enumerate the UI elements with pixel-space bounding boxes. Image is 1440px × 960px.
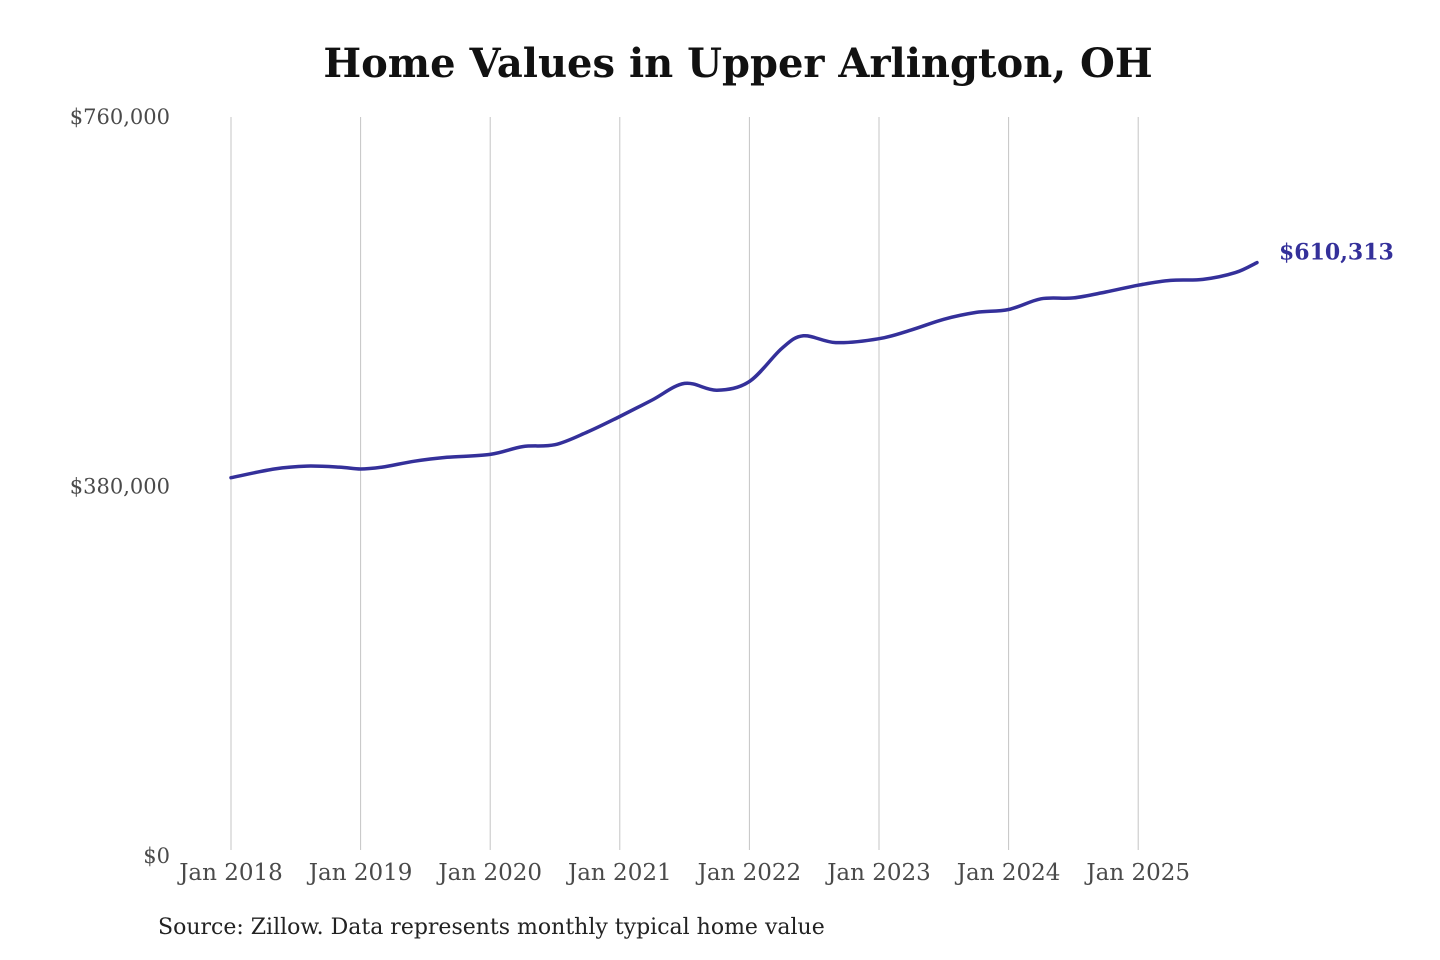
x-axis-ticks: Jan 2018 Jan 2019 Jan 2020 Jan 2021 Jan 2022… (177, 860, 1190, 886)
chart-title: Home Values in Upper Arlington, OH (323, 40, 1153, 87)
x-tick-label: Jan 2024 (955, 860, 1061, 886)
x-tick-label: Jan 2019 (307, 860, 413, 886)
x-tick-label: Jan 2025 (1084, 860, 1190, 886)
gridlines (230, 117, 1139, 850)
x-tick-label: Jan 2023 (825, 860, 931, 886)
y-tick-label: $0 (143, 844, 170, 868)
x-tick-label: Jan 2018 (177, 860, 283, 886)
x-tick-label: Jan 2022 (696, 860, 802, 886)
y-tick-label: $760,000 (70, 105, 170, 129)
series-line (229, 260, 1259, 480)
x-tick-label: Jan 2021 (566, 860, 672, 886)
y-tick-label: $380,000 (70, 475, 170, 499)
end-value-label: $610,313 (1279, 240, 1394, 266)
x-tick-label: Jan 2020 (436, 860, 542, 886)
y-axis-ticks: $0 $380,000 $760,000 (70, 105, 170, 868)
source-note: Source: Zillow. Data represents monthly … (158, 915, 825, 940)
series-layer: $610,313 (229, 240, 1394, 480)
